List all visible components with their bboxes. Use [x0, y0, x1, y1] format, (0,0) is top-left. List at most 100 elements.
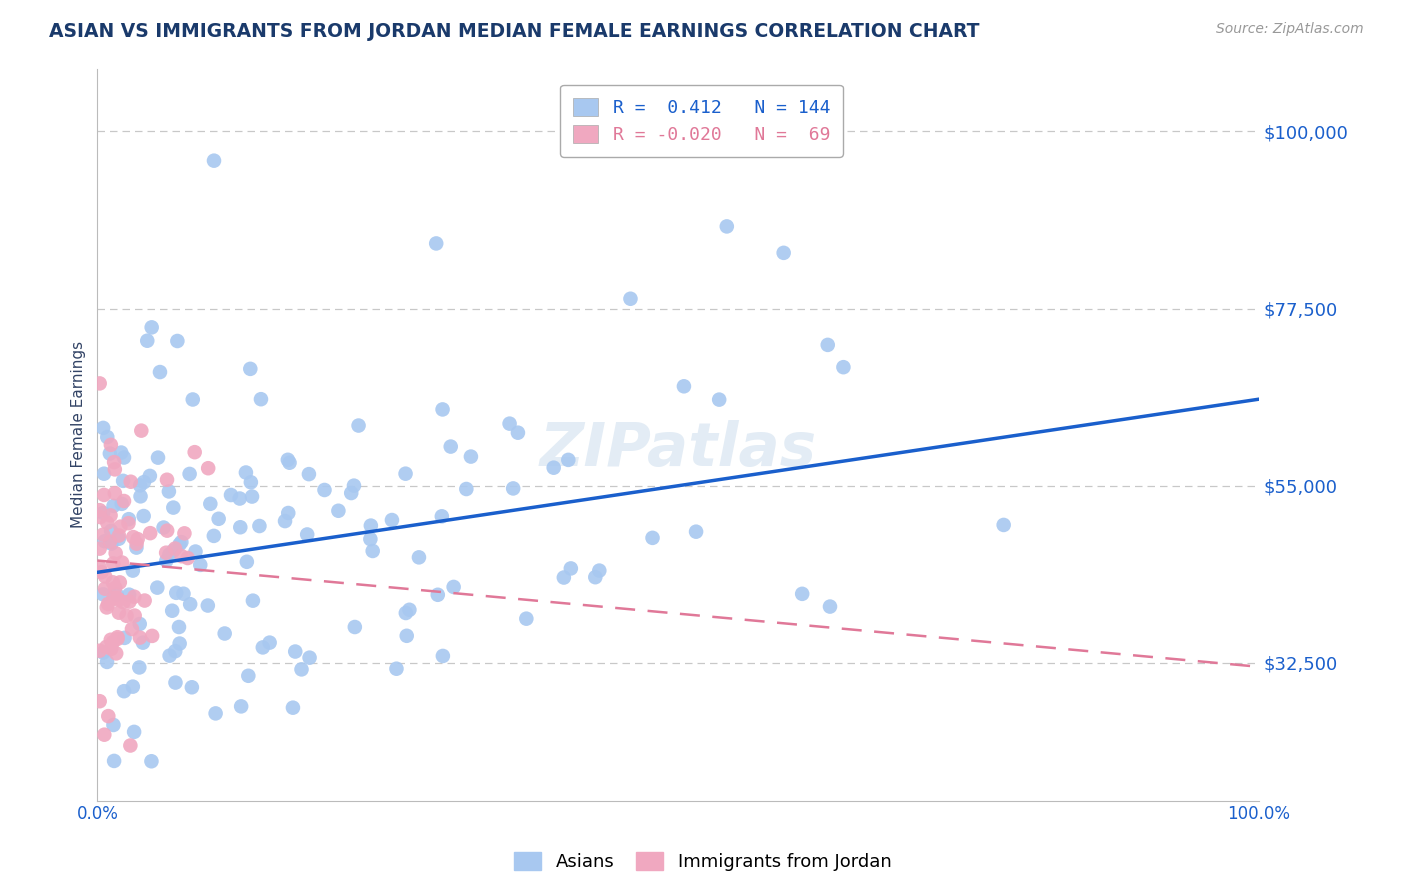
Point [129, 478, 152, 492]
Point [155, 546, 177, 560]
Point [157, 484, 180, 499]
Point [96, 640, 118, 654]
Point [91, 527, 114, 541]
Point [772, 245, 794, 260]
Legend: Asians, Immigrants from Jordan: Asians, Immigrants from Jordan [508, 845, 898, 879]
Point [426, 588, 449, 602]
Point [139, 526, 162, 541]
Point [149, 365, 172, 379]
Point [96, 600, 118, 615]
Point [298, 650, 321, 665]
Point [122, 590, 145, 604]
Point [128, 660, 150, 674]
Point [179, 597, 201, 611]
Point [96, 655, 118, 669]
Point [228, 491, 250, 506]
Point [343, 478, 366, 492]
Point [132, 509, 155, 524]
Point [177, 551, 200, 566]
Point [118, 594, 141, 608]
Point [169, 537, 191, 551]
Point [115, 608, 138, 623]
Point [430, 509, 453, 524]
Point [117, 516, 139, 531]
Point [120, 739, 142, 753]
Text: ASIAN VS IMMIGRANTS FROM JORDAN MEDIAN FEMALE EARNINGS CORRELATION CHART: ASIAN VS IMMIGRANTS FROM JORDAN MEDIAN F… [49, 22, 980, 41]
Point [277, 452, 299, 467]
Point [97, 709, 120, 723]
Point [167, 620, 190, 634]
Point [124, 608, 146, 623]
Point [125, 537, 148, 551]
Point [160, 604, 183, 618]
Point [104, 486, 127, 500]
Point [249, 519, 271, 533]
Point [105, 591, 128, 605]
Point [398, 603, 420, 617]
Point [214, 626, 236, 640]
Point [103, 557, 125, 571]
Point [583, 570, 606, 584]
Point [709, 392, 731, 407]
Point [156, 473, 179, 487]
Point [281, 700, 304, 714]
Point [443, 580, 465, 594]
Point [259, 635, 281, 649]
Point [197, 599, 219, 613]
Point [101, 575, 124, 590]
Point [108, 592, 131, 607]
Point [128, 617, 150, 632]
Point [131, 424, 153, 438]
Point [385, 662, 408, 676]
Point [183, 445, 205, 459]
Point [588, 564, 610, 578]
Point [235, 466, 257, 480]
Point [170, 535, 193, 549]
Point [298, 467, 321, 482]
Point [89, 694, 111, 708]
Point [181, 392, 204, 407]
Point [460, 450, 482, 464]
Point [208, 512, 231, 526]
Point [100, 438, 122, 452]
Point [543, 460, 565, 475]
Point [165, 541, 187, 556]
Point [100, 508, 122, 523]
Point [104, 581, 127, 595]
Point [103, 499, 125, 513]
Point [141, 320, 163, 334]
Point [290, 662, 312, 676]
Point [100, 536, 122, 550]
Point [506, 425, 529, 440]
Point [395, 629, 418, 643]
Point [157, 548, 180, 562]
Point [141, 629, 163, 643]
Point [361, 544, 384, 558]
Point [155, 554, 177, 568]
Point [619, 292, 641, 306]
Point [125, 541, 148, 555]
Point [560, 561, 582, 575]
Point [112, 595, 135, 609]
Point [132, 635, 155, 649]
Point [89, 541, 111, 556]
Point [136, 334, 159, 348]
Point [169, 636, 191, 650]
Point [250, 392, 273, 407]
Point [108, 528, 131, 542]
Point [408, 550, 430, 565]
Point [239, 475, 262, 490]
Point [110, 519, 132, 533]
Point [89, 643, 111, 657]
Point [100, 524, 122, 538]
Point [111, 497, 134, 511]
Point [112, 684, 135, 698]
Point [498, 417, 520, 431]
Point [141, 754, 163, 768]
Point [129, 489, 152, 503]
Point [91, 421, 114, 435]
Point [104, 462, 127, 476]
Point [100, 632, 122, 647]
Point [112, 494, 135, 508]
Point [170, 549, 193, 564]
